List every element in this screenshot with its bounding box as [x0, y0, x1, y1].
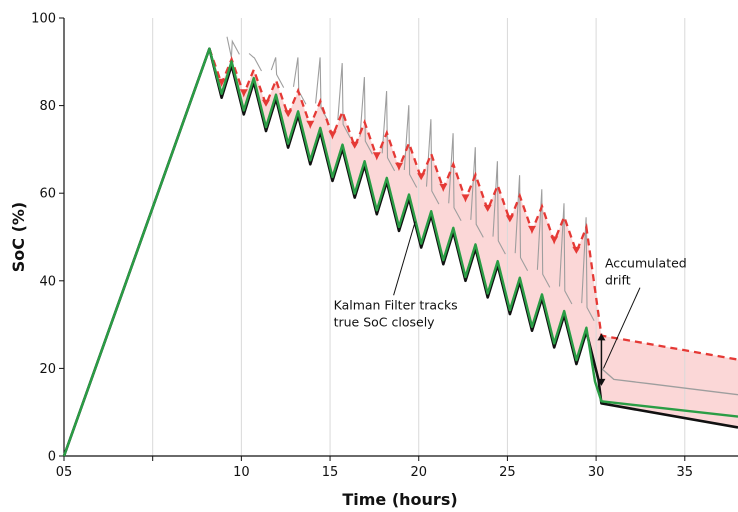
coulomb-marker — [550, 236, 559, 244]
y-tick-label: 0 — [48, 450, 56, 465]
x-axis-title: Time (hours) — [342, 490, 457, 509]
voltage-spike — [581, 217, 595, 321]
coulomb-marker — [217, 78, 226, 86]
coulomb-marker — [461, 194, 470, 202]
coulomb-marker — [328, 131, 337, 139]
y-axis-title: SoC (%) — [9, 202, 28, 272]
axes: 0 20 40 60 80 100 05 10 15 20 25 30 35 — [31, 12, 738, 480]
coulomb-marker — [372, 152, 381, 160]
drift-arrow-head-top — [597, 333, 606, 341]
voltage-spike — [558, 203, 573, 305]
x-tick-label: 35 — [677, 465, 694, 480]
drift-band — [209, 48, 738, 428]
voltage-tail — [600, 367, 738, 396]
coulomb-marker — [439, 183, 448, 191]
annotations: Kalman Filter tracks true SoC closely Accu… — [334, 221, 687, 386]
drift-annotation-text: drift — [605, 273, 631, 288]
y-tick-label: 40 — [39, 274, 56, 289]
kalman-annotation-text: true SoC closely — [334, 314, 436, 329]
voltage-spike — [381, 91, 396, 172]
coulomb-marker — [239, 89, 248, 97]
coulomb-marker — [417, 173, 426, 181]
drift-arrow-head-bottom — [597, 378, 606, 386]
voltage-spike — [470, 147, 484, 238]
kalman-annotation-leader — [393, 221, 416, 296]
coulomb-marker — [284, 110, 293, 118]
coulomb-marker — [350, 141, 359, 149]
kalman-annotation-text: Kalman Filter tracks — [334, 297, 458, 312]
voltage-spike — [226, 36, 240, 58]
kalman-filter-line — [62, 47, 738, 457]
y-tick-label: 80 — [39, 99, 56, 114]
series-lines — [62, 36, 738, 457]
coulomb-marker — [306, 120, 315, 128]
voltage-spike — [359, 77, 373, 155]
voltage-spike — [403, 105, 418, 188]
coulomb-marker — [483, 204, 492, 212]
coulomb-marker — [572, 246, 581, 254]
coulomb-marker — [505, 215, 514, 223]
y-tick-label: 60 — [39, 187, 56, 202]
x-tick-label: 30 — [588, 465, 605, 480]
coulomb-marker — [395, 162, 404, 170]
voltage-spike — [492, 161, 506, 255]
drift-annotation-leader — [602, 287, 641, 369]
x-tick-label: 20 — [410, 465, 427, 480]
x-tick-label: 25 — [499, 465, 516, 480]
coulomb-counting-line — [208, 48, 738, 361]
voltage-spike — [315, 57, 329, 122]
voltage-spike — [536, 189, 551, 288]
coulomb-marker — [528, 225, 537, 233]
x-tick-label: 05 — [56, 465, 73, 480]
y-tick-label: 100 — [31, 12, 56, 27]
y-tick-label: 20 — [39, 362, 56, 377]
drift-band-area — [209, 48, 738, 428]
voltage-spike — [448, 133, 462, 222]
voltage-spike — [248, 53, 262, 72]
voltage-spike — [292, 57, 307, 105]
voltage-spike — [514, 175, 529, 271]
coulomb-marker — [261, 99, 270, 107]
drift-annotation-text: Accumulated — [605, 256, 687, 271]
x-tick-label: 15 — [322, 465, 339, 480]
x-tick-label: 10 — [233, 465, 250, 480]
voltage-spike — [337, 63, 351, 138]
voltage-spike — [270, 57, 285, 88]
